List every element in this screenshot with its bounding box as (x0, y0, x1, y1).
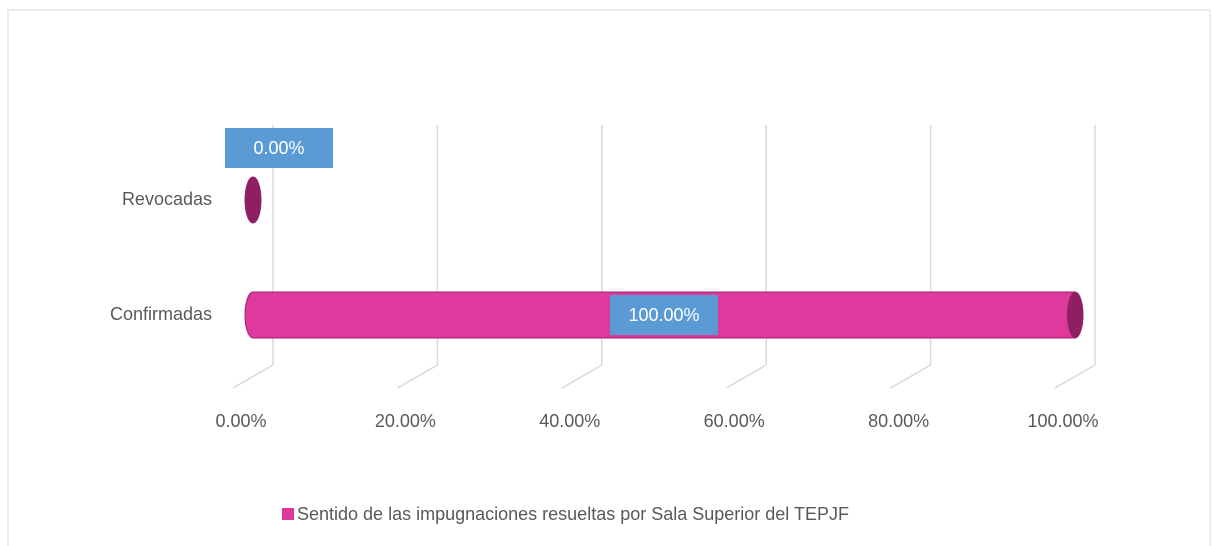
grid-line-floor (232, 364, 274, 389)
chart-frame (7, 9, 1211, 546)
grid-line-floor (890, 364, 931, 389)
x-tick-label: 0.00% (215, 411, 266, 431)
bar-cap (1067, 292, 1083, 338)
value-label: 100.00% (628, 305, 699, 325)
x-tick-label: 40.00% (539, 411, 600, 431)
value-label: 0.00% (253, 138, 304, 158)
grid-line-floor (397, 364, 438, 389)
grid-line-floor (1054, 364, 1096, 389)
x-tick-label: 60.00% (704, 411, 765, 431)
legend-swatch (282, 508, 294, 520)
x-tick-label: 100.00% (1027, 411, 1098, 431)
value-label-box (610, 295, 718, 335)
legend-label: Sentido de las impugnaciones resueltas p… (297, 504, 849, 524)
bar-cap (245, 177, 261, 223)
y-tick-label: Revocadas (122, 189, 212, 209)
value-label-box (225, 128, 333, 168)
x-tick-label: 20.00% (375, 411, 436, 431)
grid-line-floor (561, 364, 603, 389)
y-tick-label: Confirmadas (110, 304, 212, 324)
x-tick-label: 80.00% (868, 411, 929, 431)
grid-line-floor (725, 364, 767, 389)
